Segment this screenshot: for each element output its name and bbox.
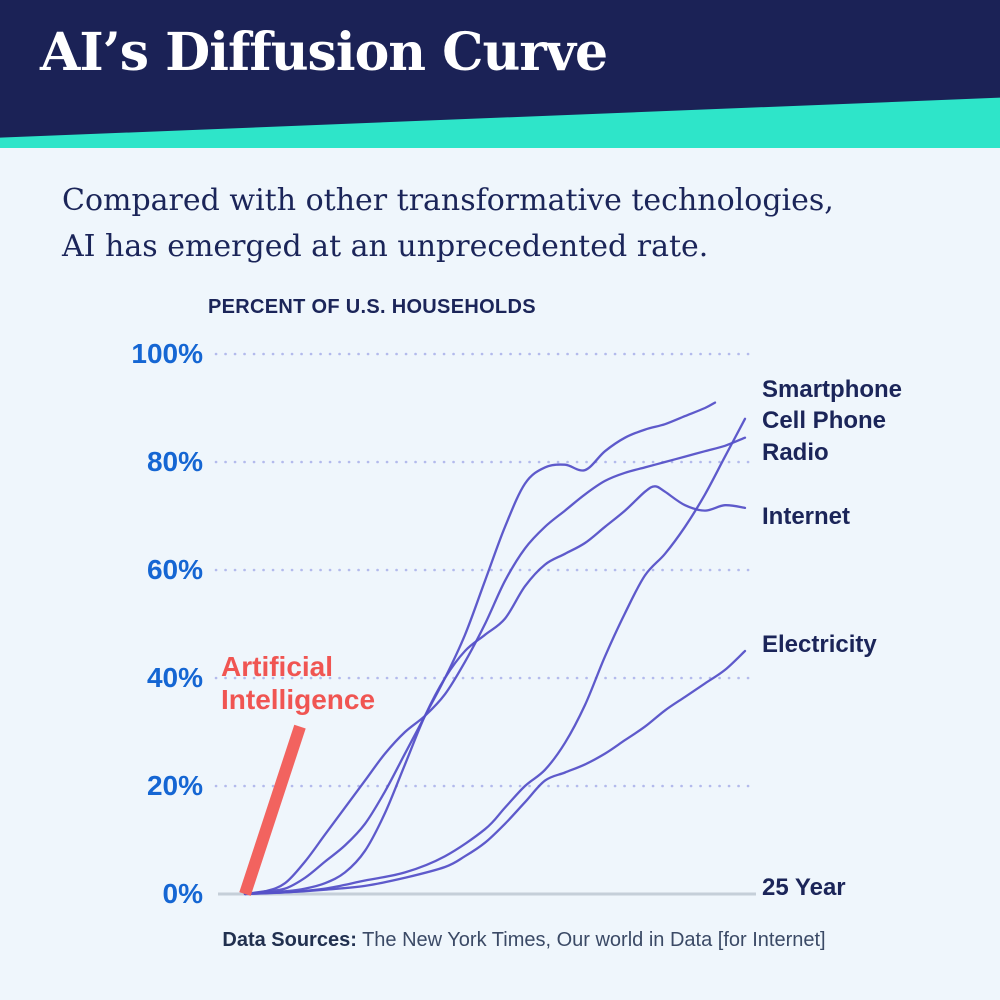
- ai-label-line-1: Artificial: [221, 651, 334, 682]
- curve-smartphone: [243, 401, 717, 896]
- data-sources-text: The New York Times, Our world in Data [f…: [356, 929, 826, 951]
- data-sources-label: Data Sources:: [222, 929, 357, 951]
- series-label-radio: Radio: [762, 439, 829, 466]
- curve-cell-phone: [243, 417, 747, 896]
- header-banner: AI’s Diffusion Curve: [0, 0, 1000, 148]
- y-tick-60: 60%: [146, 554, 203, 585]
- curve-electricity: [243, 649, 747, 896]
- curve-internet: [243, 485, 747, 896]
- data-sources: Data Sources: The New York Times, Our wo…: [24, 929, 1000, 952]
- ai-label: Artificial Intelligence: [221, 650, 375, 716]
- x-axis-label: 25 Year: [762, 874, 846, 901]
- y-tick-40: 40%: [146, 662, 203, 693]
- page-title: AI’s Diffusion Curve: [40, 22, 608, 83]
- series-label-smartphone: Smartphone: [762, 376, 903, 403]
- series-label-internet: Internet: [762, 503, 851, 530]
- ai-label-line-2: Intelligence: [221, 684, 376, 715]
- y-tick-80: 80%: [146, 446, 203, 477]
- subtitle: Compared with other transformative techn…: [62, 178, 834, 270]
- subtitle-line-2: AI has emerged at an unprecedented rate.: [62, 229, 709, 264]
- y-tick-100: 100%: [131, 338, 203, 369]
- y-tick-20: 20%: [146, 770, 203, 801]
- y-tick-0: 0%: [162, 878, 203, 909]
- series-label-electricity: Electricity: [762, 631, 877, 658]
- curve-artificial-intelligence: [239, 724, 306, 896]
- curve-radio: [243, 436, 747, 896]
- subtitle-line-1: Compared with other transformative techn…: [62, 183, 834, 218]
- series-label-cell-phone: Cell Phone: [762, 407, 887, 434]
- chart-title: PERCENT OF U.S. HOUSEHOLDS: [208, 296, 536, 318]
